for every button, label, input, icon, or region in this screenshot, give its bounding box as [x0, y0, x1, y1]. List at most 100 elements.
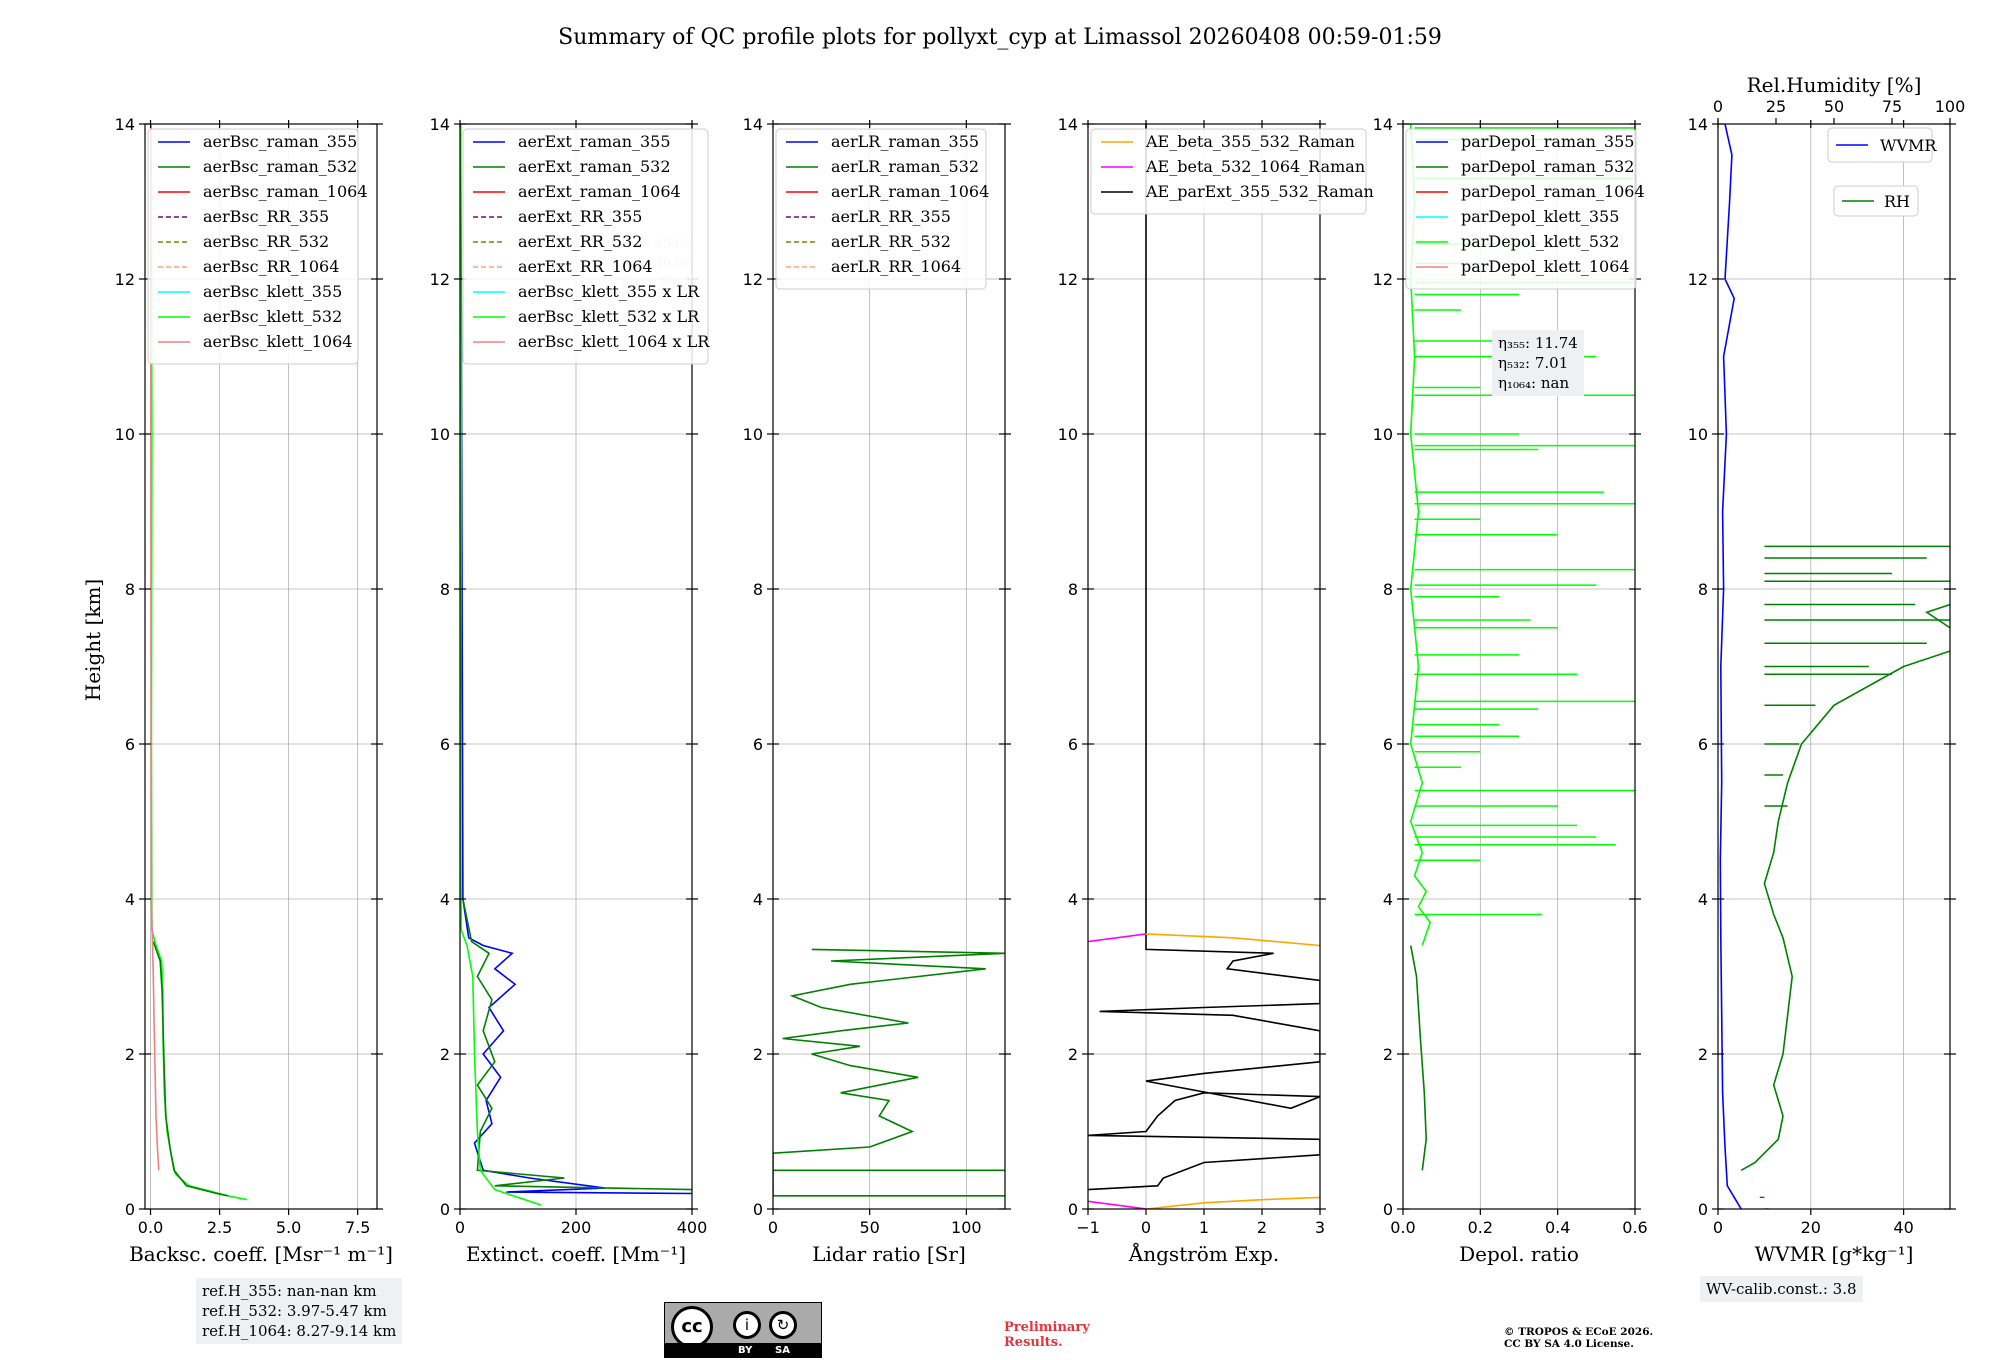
y-tick-label: 8 — [1698, 580, 1708, 599]
legend-box — [775, 128, 987, 290]
x-tick-label: 5.0 — [276, 1218, 301, 1237]
wv-calib-const: WV-calib.const.: 3.8 — [1706, 1280, 1857, 1298]
y-tick-label: 14 — [1373, 115, 1393, 134]
y-tick-label: 12 — [1373, 270, 1393, 289]
x-tick-label: 2.5 — [207, 1218, 232, 1237]
eta-1064: η₁₀₆₄: nan — [1498, 374, 1570, 392]
y-axis-label: Height [km] — [81, 579, 105, 701]
y-tick-label: 8 — [1383, 580, 1393, 599]
y-tick-label: 10 — [1688, 425, 1708, 444]
legend-entry: aerBsc_raman_1064 — [203, 182, 368, 201]
figure-title: Summary of QC profile plots for pollyxt_… — [558, 25, 1442, 50]
series-aerBsc_klett_532 x LR — [460, 124, 542, 1206]
x-axis-label: Ångström Exp. — [1128, 1241, 1279, 1266]
top-tick-label: 50 — [1824, 97, 1844, 116]
legend-entry: aerBsc_RR_1064 — [203, 257, 339, 276]
y-tick-label: 12 — [1688, 270, 1708, 289]
x-tick-label: 0 — [1141, 1218, 1151, 1237]
y-tick-label: 0 — [1383, 1200, 1393, 1219]
plot-area — [773, 948, 1005, 1197]
panel-lr: 0 2 4 6 8 10 12 14 0 50 100 Lidar ratio [Sr] aerLR_r… — [743, 115, 1011, 1266]
y-tick-label: 10 — [115, 425, 135, 444]
legend-entry: parDepol_raman_355 — [1461, 132, 1634, 151]
copyright-line-1: © TROPOS & ECoE 2026. — [1504, 1326, 1654, 1338]
y-tick-label: 8 — [440, 580, 450, 599]
cc-license-badge: cc i ↻ BY SA — [664, 1302, 822, 1358]
legend-entry: aerExt_raman_355 — [518, 132, 671, 151]
y-tick-label: 2 — [440, 1045, 450, 1064]
y-tick-label: 14 — [115, 115, 135, 134]
series-parDepol_raman_532 — [1409, 945, 1428, 1171]
legend-entry: AE_beta_532_1064_Raman — [1145, 157, 1365, 176]
x-tick-label: −1 — [1076, 1218, 1100, 1237]
ref-h-532: ref.H_532: 3.97-5.47 km — [202, 1302, 387, 1320]
legend-entry: parDepol_klett_532 — [1461, 232, 1619, 251]
top-tick-label: 0 — [1713, 97, 1723, 116]
series-RH — [1740, 603, 1950, 1171]
y-tick-label: 10 — [430, 425, 450, 444]
y-tick-label: 12 — [743, 270, 763, 289]
y-tick-label: 14 — [743, 115, 763, 134]
y-tick-label: 6 — [1698, 735, 1708, 754]
legend-entry: aerExt_RR_1064 — [518, 257, 653, 276]
y-tick-label: 12 — [115, 270, 135, 289]
share-alike-icon: ↻ — [769, 1311, 797, 1339]
y-tick-label: 0 — [753, 1200, 763, 1219]
x-axis-label: Lidar ratio [Sr] — [812, 1242, 966, 1266]
eta-355: η₃₅₅: 11.74 — [1498, 334, 1578, 352]
legend-entry: aerLR_raman_532 — [831, 157, 979, 176]
x-tick-label: 0 — [1713, 1218, 1723, 1237]
x-tick-label: 100 — [951, 1218, 982, 1237]
x-tick-label: 0.2 — [1468, 1218, 1493, 1237]
legend-box-rh — [1833, 185, 1919, 217]
y-tick-label: 2 — [125, 1045, 135, 1064]
rh-axis-label: Rel.Humidity [%] — [1747, 73, 1922, 97]
legend-box-wv — [1827, 127, 1933, 163]
eta-box: η₃₅₅: 11.74 η₅₃₂: 7.01 η₁₀₆₄: nan — [1492, 330, 1584, 396]
plot-area — [1088, 124, 1320, 1209]
y-tick-label: 4 — [753, 890, 763, 909]
panel-bsc: 0 2 4 6 8 10 12 14 0.0 2.5 5.0 7.5 Backsc. coeff. [M… — [115, 115, 393, 1266]
x-tick-label: 0 — [455, 1218, 465, 1237]
top-tick-label: 25 — [1766, 97, 1786, 116]
x-tick-label: 3 — [1315, 1218, 1325, 1237]
legend-entry: aerBsc_klett_532 — [203, 307, 342, 326]
legend-box — [462, 128, 709, 365]
legend-entry: parDepol_raman_1064 — [1461, 182, 1645, 201]
y-tick-label: 8 — [753, 580, 763, 599]
cc-icon: cc — [671, 1306, 713, 1348]
y-tick-label: 6 — [125, 735, 135, 754]
series-AE_beta_355_532_Raman — [1145, 1196, 1320, 1209]
legend-entry: aerBsc_klett_355 x LR — [518, 282, 700, 301]
preliminary-note: Preliminary Results. — [1004, 1320, 1090, 1350]
y-tick-label: 14 — [430, 115, 450, 134]
legend-entry: aerBsc_klett_1064 — [203, 332, 352, 351]
y-tick-label: 0 — [440, 1200, 450, 1219]
x-axis-label: WVMR [g*kg⁻¹] — [1755, 1242, 1914, 1266]
eta-532: η₅₃₂: 7.01 — [1498, 354, 1569, 372]
legend-entry: aerLR_RR_355 — [831, 207, 951, 226]
legend-entry: AE_beta_355_532_Raman — [1145, 132, 1355, 151]
x-tick-label: 20 — [1801, 1218, 1821, 1237]
legend-entry: aerBsc_klett_532 x LR — [518, 307, 700, 326]
legend-entry: parDepol_klett_1064 — [1461, 257, 1630, 276]
legend-entry: aerBsc_RR_532 — [203, 232, 329, 251]
y-tick-label: 12 — [430, 270, 450, 289]
y-tick-label: 8 — [1068, 580, 1078, 599]
legend-box — [1090, 128, 1367, 215]
copyright-line-2: CC BY SA 4.0 License. — [1504, 1338, 1634, 1350]
y-tick-label: 12 — [1058, 270, 1078, 289]
legend-entry: aerLR_raman_355 — [831, 132, 979, 151]
series-AE_beta_532_1064_Raman_low — [1088, 1200, 1147, 1209]
plot-area — [150, 124, 248, 1201]
y-tick-label: 2 — [1698, 1045, 1708, 1064]
y-tick-label: 2 — [1383, 1045, 1393, 1064]
x-axis-label: Depol. ratio — [1459, 1242, 1579, 1266]
y-tick-label: 2 — [1068, 1045, 1078, 1064]
y-tick-label: 6 — [1383, 735, 1393, 754]
by-person-icon: i — [733, 1311, 761, 1339]
cc-by-label: BY — [738, 1345, 753, 1356]
plot-area — [1719, 124, 1950, 1209]
y-tick-label: 0 — [1698, 1200, 1708, 1219]
